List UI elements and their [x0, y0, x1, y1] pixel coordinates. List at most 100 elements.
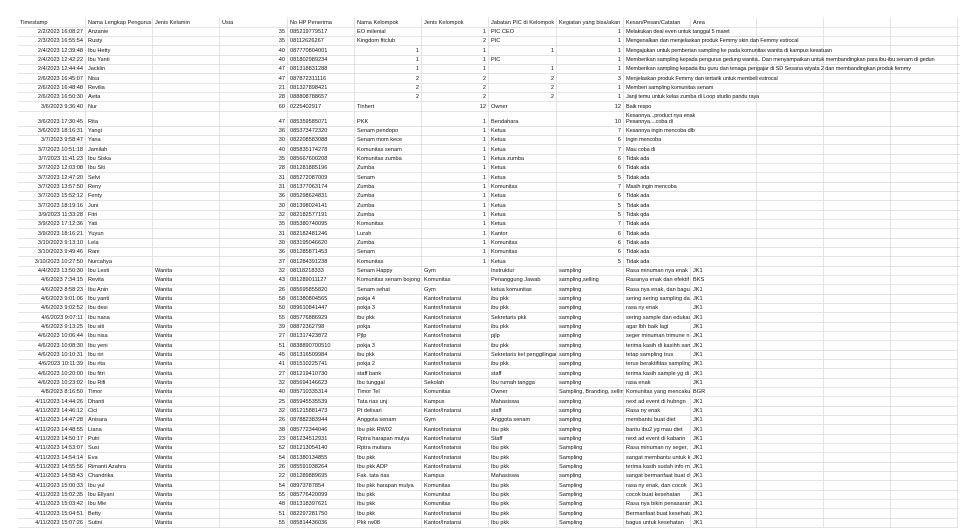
cell-jabatan-pic[interactable]: Ketua	[489, 126, 557, 137]
cell-kegiatan[interactable]: sampling	[557, 360, 624, 370]
cell-no-hp[interactable]: 081289011127	[288, 276, 355, 286]
header-no-hp[interactable]: No HP Penerima	[288, 18, 355, 28]
cell-kesan-pesan[interactable]: Bermanfaat buat kesehatan	[624, 509, 691, 519]
cell-jenis-kelompok[interactable]: Komunitas	[422, 481, 489, 491]
empty-cell[interactable]	[891, 434, 958, 445]
cell-timestamp[interactable]: 3/7/2023 12:47:20	[18, 173, 86, 183]
cell-jenis-kelompok[interactable]: Kantor/Instansi	[422, 294, 489, 305]
cell-jenis-kelamin[interactable]: Wanita	[153, 462, 220, 472]
cell-nama-kelompok[interactable]: Komunitas zumba	[355, 154, 422, 165]
cell-timestamp[interactable]: 4/11/2023 14:47:28	[18, 416, 86, 426]
cell-jenis-kelamin[interactable]	[153, 55, 220, 66]
header-kegiatan[interactable]: Kegiatan yang bisa/akan	[557, 18, 624, 28]
cell-jenis-kelompok[interactable]: Komunitas	[422, 500, 489, 510]
empty-cell[interactable]	[891, 360, 958, 370]
cell-kesan-pesan[interactable]: terima kasih di kasihh sam	[624, 341, 691, 351]
cell-kegiatan[interactable]: 1	[557, 93, 624, 103]
cell-nama-lengkap[interactable]: Anisara	[86, 416, 153, 426]
empty-cell[interactable]	[891, 425, 958, 435]
cell-usia[interactable]: 38	[220, 425, 288, 435]
cell-jenis-kelamin[interactable]: Wanita	[153, 518, 220, 528]
cell-nama-kelompok[interactable]: Zumba	[355, 238, 422, 249]
empty-cell[interactable]	[891, 332, 958, 342]
cell-kegiatan[interactable]: sampling,selling	[557, 276, 624, 286]
cell-jenis-kelamin[interactable]: Wanita	[153, 332, 220, 342]
header-jabatan-pic[interactable]: Jabatan PIC di Kelompok	[489, 18, 557, 28]
cell-jenis-kelamin[interactable]	[153, 46, 220, 56]
cell-kegiatan[interactable]: sampling	[557, 425, 624, 435]
cell-jenis-kelompok[interactable]: Kantor/Instansi	[422, 462, 489, 472]
cell-area[interactable]: JK1	[691, 341, 757, 351]
cell-timestamp[interactable]: 3/7/2023 18:19:16	[18, 201, 86, 211]
cell-no-hp[interactable]: 081219410730	[288, 369, 355, 379]
empty-cell[interactable]	[757, 294, 824, 305]
cell-usia[interactable]: 51	[220, 341, 288, 351]
cell-nama-kelompok[interactable]: Komunitas	[355, 220, 422, 230]
cell-jenis-kelamin[interactable]: Wanita	[153, 425, 220, 435]
cell-no-hp[interactable]: 082182577191	[288, 210, 355, 221]
empty-cell[interactable]	[757, 434, 824, 445]
cell-nama-lengkap[interactable]: Ibu Rifi	[86, 378, 153, 389]
empty-cell[interactable]	[891, 285, 958, 295]
cell-timestamp[interactable]: 2/4/2023 12:44:44	[18, 65, 86, 75]
cell-jabatan-pic[interactable]: Mahasiswa	[489, 472, 557, 482]
cell-usia[interactable]: 58	[220, 294, 288, 305]
empty-cell[interactable]	[891, 294, 958, 305]
cell-area[interactable]: JK1	[691, 332, 757, 342]
cell-area[interactable]: BKS	[691, 276, 757, 286]
cell-usia[interactable]: 30	[220, 136, 288, 146]
cell-timestamp[interactable]: 4/11/2023 15:04:51	[18, 509, 86, 519]
cell-nama-lengkap[interactable]: Yati	[86, 220, 153, 230]
cell-timestamp[interactable]: 4/11/2023 15:03:42	[18, 500, 86, 510]
cell-nama-kelompok[interactable]: Ibu pkk	[355, 490, 422, 500]
empty-cell[interactable]	[757, 472, 824, 482]
empty-cell[interactable]	[824, 378, 891, 389]
cell-nama-kelompok[interactable]: Zumba	[355, 182, 422, 193]
cell-jenis-kelompok[interactable]: 1	[422, 220, 489, 230]
cell-kesan-pesan[interactable]: Rasanya enak dan efektif	[624, 276, 691, 286]
cell-jenis-kelamin[interactable]	[153, 74, 220, 84]
cell-jenis-kelompok[interactable]: Kantor/Instansi	[422, 304, 489, 314]
cell-jabatan-pic[interactable]: Anggota senam	[489, 416, 557, 426]
cell-jabatan-pic[interactable]: Ketua	[489, 173, 557, 183]
cell-nama-lengkap[interactable]: Revilia	[86, 83, 153, 94]
cell-jabatan-pic[interactable]: Penanggung Jawab	[489, 276, 557, 286]
cell-no-hp[interactable]: 083195046620	[288, 238, 355, 249]
header-nama-lengkap[interactable]: Nama Lengkap Pengurus	[86, 18, 153, 28]
cell-kesan-pesan[interactable]: Tidak ada	[624, 248, 960, 258]
cell-kegiatan[interactable]: 7	[557, 145, 624, 155]
cell-usia[interactable]: 47	[220, 65, 288, 75]
cell-jenis-kelamin[interactable]: Wanita	[153, 341, 220, 351]
cell-nama-lengkap[interactable]: Ibu siti	[86, 322, 153, 333]
cell-nama-lengkap[interactable]: Ibu Anin	[86, 285, 153, 295]
cell-kesan-pesan[interactable]: Mengenalkan dan menjelaskan produk Femmy…	[624, 37, 960, 47]
cell-jenis-kelompok[interactable]: Kantor/Instansi	[422, 341, 489, 351]
cell-kegiatan[interactable]: Sampling	[557, 453, 624, 463]
cell-usia[interactable]: 30	[220, 201, 288, 211]
cell-kegiatan[interactable]: 5	[557, 210, 624, 221]
cell-kegiatan[interactable]: sampling	[557, 397, 624, 407]
cell-nama-kelompok[interactable]: Senam sehat	[355, 285, 422, 295]
cell-jabatan-pic[interactable]: Ibu pkk	[489, 425, 557, 435]
cell-nama-kelompok[interactable]: Zumba	[355, 192, 422, 202]
empty-cell[interactable]	[757, 360, 824, 370]
cell-jenis-kelamin[interactable]: Wanita	[153, 378, 220, 389]
cell-timestamp[interactable]: 3/7/2023 13:57:50	[18, 182, 86, 193]
empty-cell[interactable]	[824, 266, 891, 277]
cell-kegiatan[interactable]: 5	[557, 257, 624, 267]
cell-kegiatan[interactable]: 7	[557, 220, 624, 230]
cell-kegiatan[interactable]: 5	[557, 201, 624, 211]
cell-timestamp[interactable]: 3/7/2023 12:03:08	[18, 164, 86, 174]
cell-jenis-kelompok[interactable]: Kantor/Instansi	[422, 406, 489, 417]
cell-no-hp[interactable]: 081380804565	[288, 294, 355, 305]
cell-nama-lengkap[interactable]: Ibu Ellyani	[86, 490, 153, 500]
cell-jabatan-pic[interactable]: Komunitas	[489, 182, 557, 193]
cell-usia[interactable]: 31	[220, 182, 288, 193]
cell-timestamp[interactable]: 4/6/2023 10:11:39	[18, 360, 86, 370]
cell-usia[interactable]: 43	[220, 276, 288, 286]
cell-nama-lengkap[interactable]: Nisa	[86, 74, 153, 84]
cell-jenis-kelamin[interactable]: Wanita	[153, 322, 220, 333]
empty-cell[interactable]	[891, 266, 958, 277]
cell-kegiatan[interactable]: 1	[557, 37, 624, 47]
